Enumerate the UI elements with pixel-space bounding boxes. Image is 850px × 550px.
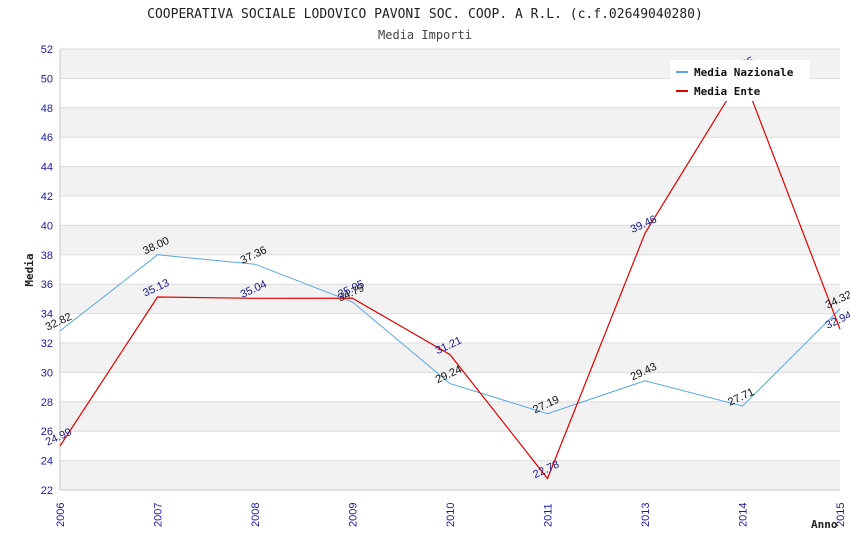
y-tick-label: 46 <box>41 132 53 144</box>
x-tick-label: 2006 <box>55 503 67 527</box>
y-tick-label: 34 <box>41 309 53 321</box>
y-tick-label: 26 <box>41 426 53 438</box>
legend-box <box>670 60 810 101</box>
y-tick-labels: 22 24 26 28 30 32 34 36 38 40 42 44 46 48 50 52 <box>41 44 53 497</box>
grid-band <box>60 225 840 255</box>
y-tick-label: 50 <box>41 73 53 85</box>
x-tick-label: 2009 <box>348 503 360 527</box>
y-tick-label: 24 <box>41 456 53 468</box>
y-tick-label: 44 <box>41 162 53 174</box>
x-tick-label: 2015 <box>835 503 847 527</box>
y-tick-label: 48 <box>41 103 53 115</box>
y-tick-label: 28 <box>41 397 53 409</box>
legend-label: Media Nazionale <box>694 66 794 79</box>
grid-lines <box>60 48 840 491</box>
series-line-media-nazionale <box>59 254 841 415</box>
y-tick-label: 30 <box>41 367 53 379</box>
chart-subtitle: Media Importi <box>378 28 472 42</box>
x-tick-label: 2008 <box>250 503 262 527</box>
grid-band <box>60 107 840 138</box>
series-line-media-ente <box>59 73 841 480</box>
y-tick-label: 52 <box>41 44 53 56</box>
y-tick-label: 40 <box>41 220 53 232</box>
grid-bands <box>60 49 840 490</box>
grid-band <box>60 166 840 196</box>
legend: Media Nazionale Media Ente <box>670 60 810 101</box>
grid-band <box>60 343 840 373</box>
x-tick-label: 2010 <box>445 503 457 527</box>
grid-band <box>60 284 840 314</box>
legend-label: Media Ente <box>694 85 761 98</box>
y-tick-label: 22 <box>41 485 53 497</box>
y-tick-label: 42 <box>41 191 53 203</box>
grid-band <box>60 401 840 432</box>
grid-band <box>60 460 840 490</box>
x-tick-label: 2014 <box>738 503 750 527</box>
x-axis-label: Anno <box>811 518 838 531</box>
y-tick-label: 38 <box>41 250 53 262</box>
y-tick-label: 36 <box>41 279 53 291</box>
x-tick-labels: 2006 2007 2008 2009 2010 2011 2013 2014 2015 <box>55 503 847 527</box>
x-tick-label: 2007 <box>153 503 165 527</box>
y-axis-label: Media <box>23 253 36 286</box>
chart-title: COOPERATIVA SOCIALE LODOVICO PAVONI SOC.… <box>147 7 703 22</box>
y-tick-label: 32 <box>41 338 53 350</box>
x-tick-label: 2011 <box>543 503 555 527</box>
x-tick-label: 2013 <box>640 503 652 527</box>
series-lines <box>59 73 841 480</box>
